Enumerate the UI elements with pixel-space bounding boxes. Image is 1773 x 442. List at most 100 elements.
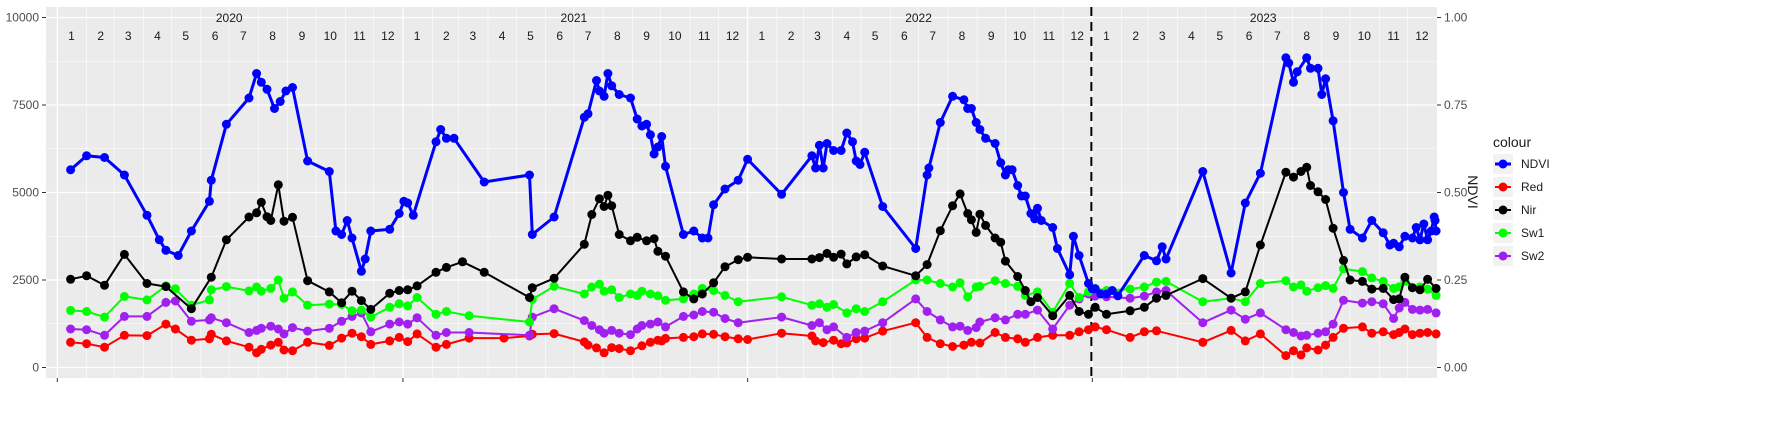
data-point-red	[324, 340, 334, 350]
data-point-ndvi	[990, 139, 1000, 148]
data-point-nir	[303, 276, 313, 286]
data-point-nir	[1048, 311, 1058, 321]
data-point-ndvi	[626, 93, 635, 103]
data-point-sw1	[1281, 276, 1291, 286]
data-point-sw2	[170, 296, 180, 306]
data-point-sw1	[922, 275, 932, 285]
data-point-sw2	[1226, 305, 1236, 315]
data-point-red	[1367, 328, 1377, 338]
data-point-sw2	[777, 312, 787, 322]
data-point-ndvi	[441, 133, 451, 143]
data-point-nir	[1378, 283, 1388, 293]
data-point-red	[1102, 325, 1111, 335]
month-label: 3	[1159, 29, 1166, 43]
data-point-sw2	[1394, 303, 1404, 313]
data-point-red	[1289, 346, 1298, 356]
data-point-red	[385, 336, 395, 346]
data-point-red	[1065, 330, 1075, 340]
data-point-red	[1321, 340, 1331, 350]
data-point-sw1	[288, 287, 297, 297]
year-label: 2022	[905, 11, 932, 25]
data-point-ndvi	[935, 118, 945, 127]
data-point-red	[592, 343, 601, 353]
y2-tick-label: 0.50	[1444, 186, 1468, 200]
y2-tick-label: 0.00	[1444, 361, 1468, 375]
data-point-nir	[829, 252, 839, 262]
data-point-sw1	[403, 301, 413, 311]
data-point-red	[1400, 324, 1410, 334]
data-point-nir	[594, 194, 604, 204]
month-label: 2	[1132, 29, 1139, 43]
data-point-ndvi	[1378, 228, 1388, 238]
data-point-ndvi	[1419, 219, 1429, 229]
data-point-nir	[1415, 285, 1425, 295]
data-point-sw2	[720, 314, 730, 323]
left-y-axis: 0 2500 5000 7500 10000	[6, 11, 46, 375]
data-point-nir	[678, 287, 688, 297]
data-point-sw2	[1065, 300, 1075, 310]
month-labels: 1 2 3 4 5 6 7 8 9 10 11 12 1 2 3 4 5 6 7 8 9 10 11 12 1 2 3 4 5 6 7 8 9 1…	[68, 29, 1429, 43]
data-point-sw2	[587, 321, 597, 330]
data-point-nir	[851, 252, 861, 262]
data-point-ndvi	[1107, 286, 1117, 295]
data-point-ndvi	[632, 114, 642, 124]
data-point-sw1	[256, 286, 266, 296]
data-point-sw2	[955, 321, 965, 331]
data-point-red	[720, 332, 730, 342]
data-point-ndvi	[366, 226, 376, 236]
series-sw1	[66, 264, 1441, 327]
data-point-sw1	[1000, 279, 1010, 288]
data-point-sw1	[142, 295, 152, 305]
data-point-ndvi	[394, 209, 404, 218]
data-point-sw2	[1321, 327, 1331, 337]
data-point-sw1	[464, 311, 474, 321]
data-point-sw2	[1415, 305, 1425, 315]
data-point-nir	[836, 249, 846, 259]
data-point-sw2	[441, 328, 451, 337]
data-point-ndvi	[599, 91, 609, 101]
data-point-nir	[626, 236, 635, 246]
data-point-sw1	[412, 293, 422, 302]
data-point-nir	[599, 202, 609, 211]
data-point-ndvi	[1161, 254, 1171, 264]
month-label: 3	[469, 29, 476, 43]
data-point-sw2	[1048, 324, 1058, 334]
month-label: 6	[1246, 29, 1253, 43]
month-label: 9	[988, 29, 995, 43]
data-point-red	[975, 338, 985, 348]
data-point-nir	[266, 216, 276, 225]
data-point-sw1	[1198, 297, 1208, 307]
month-label: 10	[668, 29, 682, 43]
data-point-ndvi	[436, 125, 446, 134]
data-point-ndvi	[275, 97, 285, 106]
data-point-nir	[161, 282, 171, 292]
data-point-ndvi	[479, 177, 489, 187]
data-point-ndvi	[1292, 67, 1302, 77]
data-point-sw1	[587, 282, 597, 292]
data-point-red	[878, 326, 888, 336]
data-point-red	[1296, 350, 1306, 360]
data-point-ndvi	[1052, 244, 1062, 253]
data-point-red	[911, 318, 921, 328]
month-label: 4	[843, 29, 850, 43]
data-point-sw1	[66, 305, 76, 315]
data-point-sw1	[860, 307, 870, 316]
data-point-red	[82, 339, 92, 349]
legend-label: Sw2	[1521, 249, 1545, 263]
data-point-nir	[1339, 255, 1348, 265]
legend-item-sw2: Sw2	[1493, 246, 1545, 266]
data-point-nir	[1289, 172, 1298, 182]
data-point-red	[626, 346, 635, 356]
data-point-red	[1125, 332, 1135, 342]
data-point-ndvi	[720, 184, 730, 194]
legend-key-point	[1498, 182, 1508, 192]
data-point-nir	[649, 234, 659, 244]
data-point-sw1	[170, 284, 180, 294]
data-point-nir	[1026, 297, 1036, 307]
data-point-ndvi	[161, 245, 171, 255]
data-point-sw1	[1065, 279, 1075, 288]
data-point-red	[303, 337, 313, 347]
data-point-nir	[479, 267, 489, 277]
data-point-nir	[1065, 290, 1075, 300]
data-point-red	[860, 333, 870, 343]
